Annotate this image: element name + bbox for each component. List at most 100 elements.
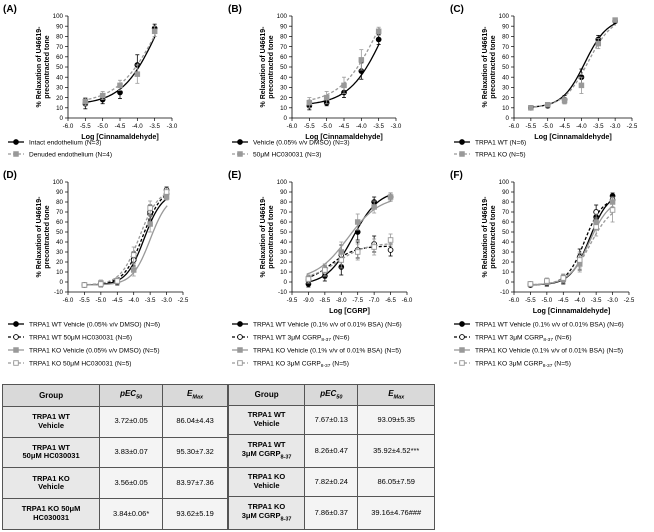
y-tick-label: 100 (53, 179, 64, 186)
y-tick-label: 80 (280, 199, 287, 206)
row-group: TRPA1 WT 3μM CGRP8-37 (227, 434, 306, 468)
y-tick-label: 60 (56, 54, 63, 61)
data-point (593, 224, 599, 230)
y-tick-label: 90 (56, 189, 63, 196)
table-row: TRPA1 WT Vehicle 7.67±0.13 93.09±5.35 (227, 404, 435, 436)
y-tick-label: 0 (60, 115, 64, 122)
data-point (99, 92, 106, 99)
legend-label: TRPA1 KO Vehicle (0.05% v/v DMSO) (N=5) (29, 348, 160, 355)
y-tick-label: 60 (280, 219, 287, 226)
legend-label: Vehicle (0.05% v/v DMSO) (N=3) (253, 140, 350, 147)
data-point (387, 247, 394, 253)
x-tick-label: -5.5 (79, 297, 90, 304)
x-tick-label: -6.0 (63, 123, 74, 130)
data-point (387, 237, 394, 243)
x-tick-label: -4.5 (558, 297, 569, 304)
x-tick-label: -3.5 (593, 123, 604, 130)
data-point (341, 82, 347, 89)
x-axis-label: Log [Cinnamaldehyde] (305, 132, 382, 141)
table-row: TRPA1 KO Vehicle 3.56±0.05 83.97±7.36 (1, 467, 228, 500)
panel-label: (D) (3, 170, 17, 181)
row-emax: 86.05±7.59 (357, 466, 435, 498)
legend-marker (13, 360, 19, 366)
legend-marker (13, 151, 19, 157)
data-point (544, 278, 550, 284)
x-tick-label: -3.0 (391, 123, 402, 130)
legend-label: 50μM HC030031 (N=3) (253, 152, 322, 159)
data-point (322, 267, 328, 273)
y-tick-label: 60 (56, 219, 63, 226)
y-tick-label: 60 (280, 54, 287, 61)
y-tick-label: 20 (502, 95, 509, 102)
fit-curve (82, 205, 168, 286)
legend-marker (459, 347, 465, 353)
y-tick-label: 90 (502, 189, 509, 196)
legend-label: TRPA1 WT 3μM CGRP8-37 (N=6) (475, 335, 572, 344)
row-pec50: 8.26±0.47 (304, 434, 359, 468)
y-tick-label: 100 (53, 13, 64, 20)
x-tick-label: -9.5 (287, 297, 298, 304)
y-tick-label: 30 (502, 85, 509, 92)
y-tick-label: 0 (284, 279, 288, 286)
y-tick-label: 100 (499, 13, 510, 20)
x-axis-label: Log [Cinnamaldehyde] (81, 132, 158, 141)
y-tick-label: -10 (278, 289, 288, 296)
data-point (151, 28, 158, 35)
y-axis-label: % Relaxation of U46619- (36, 26, 43, 108)
row-emax: 93.62±5.19 (162, 498, 228, 530)
legend-marker (237, 151, 243, 157)
data-point (527, 281, 534, 287)
header-emax: EMax (357, 384, 435, 406)
table-row: TRPA1 KO Vehicle 7.82±0.24 86.05±7.59 (227, 466, 435, 498)
y-tick-label: -10 (54, 289, 64, 296)
y-tick-label: 100 (277, 179, 288, 186)
y-tick-label: 50 (56, 64, 63, 71)
x-tick-label: -4.5 (559, 123, 570, 130)
x-axis-label: Log [CGRP] (329, 306, 370, 315)
x-tick-label: -3.0 (167, 123, 178, 130)
legend-marker (237, 139, 243, 145)
row-emax: 95.30±7.32 (162, 436, 228, 469)
data-point (117, 82, 123, 89)
y-tick-label: 40 (502, 239, 509, 246)
y-tick-label: 10 (56, 105, 63, 112)
y-tick-label: 30 (56, 249, 63, 256)
x-tick-label: -6.5 (385, 297, 396, 304)
data-point (130, 267, 137, 273)
data-point (147, 221, 153, 227)
x-tick-label: -4.0 (356, 123, 367, 130)
y-tick-label: 20 (56, 259, 63, 266)
x-tick-label: -5.5 (525, 297, 536, 304)
y-tick-label: 90 (280, 189, 287, 196)
y-tick-label: 10 (502, 105, 509, 112)
data-point (528, 105, 534, 111)
legend-label: TRPA1 WT (N=6) (475, 140, 526, 147)
table-row: TRPA1 WT 50μM HC030031 3.83±0.07 95.30±7.… (1, 436, 228, 469)
x-tick-label: -3.5 (145, 297, 156, 304)
legend-label: TRPA1 WT 3μM CGRP8-37 (N=6) (253, 335, 350, 344)
panel-label: (C) (450, 4, 464, 15)
data-point (371, 244, 377, 250)
header-group: Group (227, 384, 306, 406)
fit-curve (528, 212, 614, 286)
y-axis-label: precontracted tone (44, 35, 51, 99)
x-tick-label: -6.0 (402, 297, 413, 304)
y-tick-label: 80 (56, 34, 63, 41)
legend-label: Intact endothelium (N=3) (29, 140, 101, 147)
stats-table-left: Group pEC50 EMax TRPA1 WT Vehicle 3.72±0.… (1, 384, 228, 530)
data-point (306, 99, 313, 106)
data-point (98, 281, 104, 287)
legend-label: TRPA1 KO 3μM CGRP8-37 (N=5) (475, 361, 571, 370)
x-tick-label: -6.0 (63, 297, 74, 304)
legend-label: TRPA1 WT Vehicle (0.05% v/v DMSO) (N=6) (29, 322, 160, 329)
x-tick-label: -5.5 (304, 123, 315, 130)
y-tick-label: 100 (499, 179, 510, 186)
data-point (114, 278, 121, 284)
panel-label: (A) (3, 4, 17, 15)
y-axis-label: precontracted tone (268, 205, 275, 269)
y-tick-label: 40 (280, 74, 287, 81)
x-tick-label: -5.5 (80, 123, 91, 130)
data-point (338, 257, 345, 263)
row-pec50: 7.67±0.13 (304, 404, 359, 436)
